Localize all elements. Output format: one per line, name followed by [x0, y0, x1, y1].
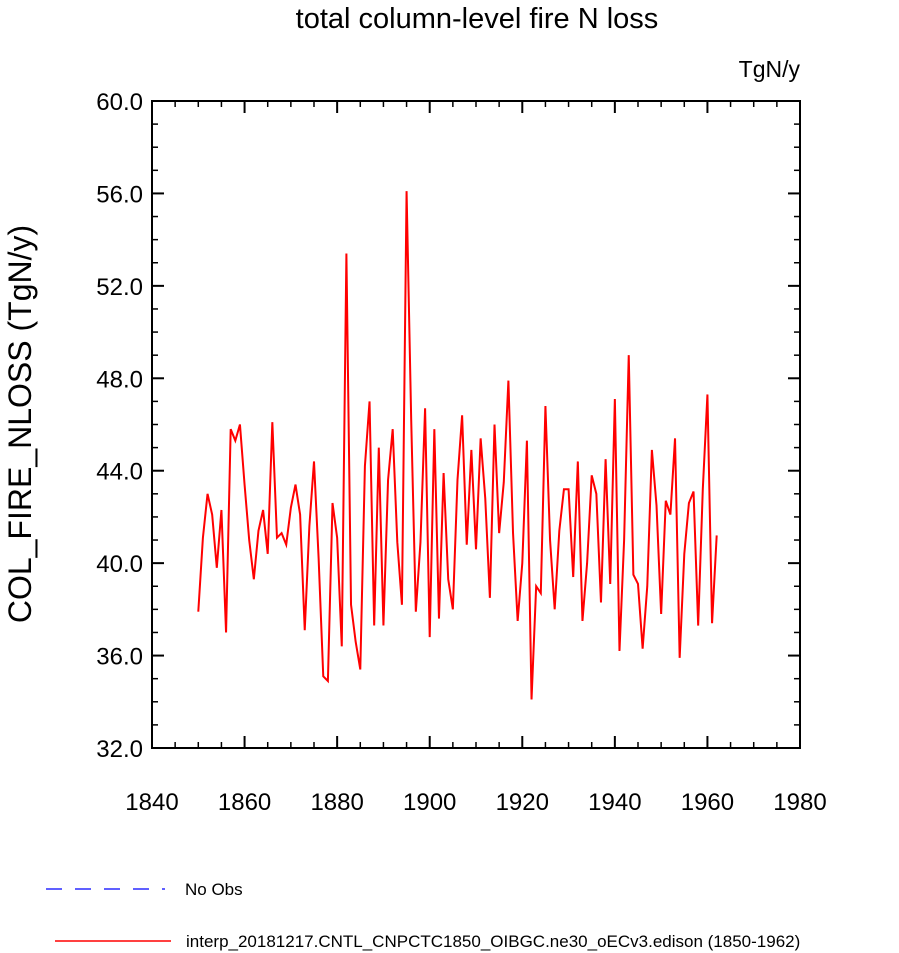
x-tick-label: 1940: [588, 789, 641, 816]
chart-title: total column-level fire N loss: [296, 3, 659, 35]
y-tick-label: 32.0: [96, 736, 143, 763]
x-tick-label: 1960: [681, 789, 734, 816]
legend: No Obs interp_20181217.CNTL_CNPCTC1850_O…: [46, 880, 800, 951]
x-tick-label: 1980: [773, 789, 826, 816]
x-tick-label: 1920: [496, 789, 549, 816]
y-tick-label: 44.0: [96, 459, 143, 486]
x-tick-labels: 1840 1860 1880 1900 1920 1940 1960 1980: [125, 789, 826, 816]
legend-label-no-obs: No Obs: [185, 880, 243, 899]
x-tick-label: 1900: [403, 789, 456, 816]
units-label: TgN/y: [739, 56, 801, 82]
y-tick-label: 56.0: [96, 181, 143, 208]
y-tick-label: 52.0: [96, 274, 143, 301]
y-axis-label: COL_FIRE_NLOSS (TgN/y): [2, 225, 38, 623]
y-tick-label: 36.0: [96, 644, 143, 671]
axis-ticks: [151, 100, 801, 749]
x-tick-label: 1880: [310, 789, 363, 816]
x-tick-label: 1860: [218, 789, 271, 816]
y-tick-label: 40.0: [96, 551, 143, 578]
legend-label-model: interp_20181217.CNTL_CNPCTC1850_OIBGC.ne…: [186, 932, 800, 951]
series-line-1: [197, 191, 718, 700]
y-tick-label: 60.0: [96, 89, 143, 116]
plot-frame: [151, 100, 801, 749]
series-layer: [197, 191, 718, 700]
x-tick-label: 1840: [125, 789, 178, 816]
y-tick-labels: 32.0 36.0 40.0 44.0 48.0 52.0 56.0 60.0: [96, 89, 143, 763]
y-tick-label: 48.0: [96, 366, 143, 393]
